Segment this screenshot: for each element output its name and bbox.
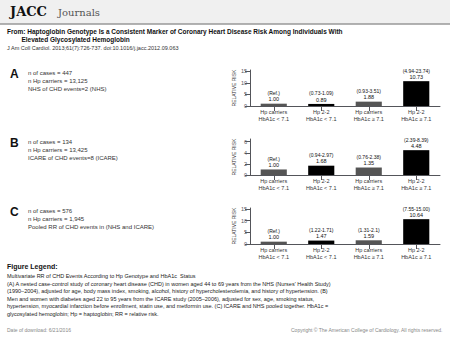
svg-text:Journals: Journals bbox=[57, 7, 100, 18]
svg-text:Hp carriers: Hp carriers bbox=[260, 247, 287, 253]
svg-text:(1990–2004), adjusted for age,: (1990–2004), adjusted for age, body mass… bbox=[7, 288, 328, 294]
svg-text:HbA1c ≥ 7.1: HbA1c ≥ 7.1 bbox=[401, 254, 431, 260]
svg-text:5: 5 bbox=[244, 229, 247, 235]
svg-text:(0.73-1.09): (0.73-1.09) bbox=[309, 90, 334, 96]
svg-text:(0.76-2.38): (0.76-2.38) bbox=[357, 154, 382, 160]
svg-text:10: 10 bbox=[241, 218, 247, 224]
svg-text:J Am Coll Cardiol. 2013;61(7):: J Am Coll Cardiol. 2013;61(7):726-737. d… bbox=[7, 45, 179, 51]
svg-text:RELATIVE RISK: RELATIVE RISK bbox=[231, 69, 237, 107]
svg-text:C: C bbox=[10, 205, 19, 219]
svg-text:HbA1c ≥ 7.1: HbA1c ≥ 7.1 bbox=[354, 254, 384, 260]
svg-text:n of cases = 134: n of cases = 134 bbox=[28, 139, 73, 145]
svg-text:1.00: 1.00 bbox=[268, 234, 279, 240]
svg-text:HbA1c < 7.1: HbA1c < 7.1 bbox=[259, 185, 289, 191]
svg-text:(1.22-1.71): (1.22-1.71) bbox=[309, 227, 334, 233]
svg-text:n of cases = 447: n of cases = 447 bbox=[28, 70, 73, 76]
svg-text:1.47: 1.47 bbox=[316, 233, 327, 239]
svg-text:HbA1c < 7.1: HbA1c < 7.1 bbox=[306, 185, 336, 191]
svg-text:A: A bbox=[10, 67, 19, 81]
svg-text:1.00: 1.00 bbox=[268, 96, 279, 102]
svg-text:10: 10 bbox=[241, 80, 247, 86]
svg-text:10.64: 10.64 bbox=[409, 212, 423, 218]
svg-text:(4.94-23.74): (4.94-23.74) bbox=[403, 68, 431, 74]
svg-text:Hp 2-2: Hp 2-2 bbox=[408, 178, 425, 184]
svg-text:5: 5 bbox=[244, 91, 247, 97]
svg-text:0.89: 0.89 bbox=[316, 97, 327, 103]
svg-text:1.00: 1.00 bbox=[268, 162, 279, 168]
svg-text:Hp carriers: Hp carriers bbox=[355, 247, 382, 253]
svg-text:(2.39-8.39): (2.39-8.39) bbox=[404, 137, 429, 143]
svg-text:RELATIVE RISK: RELATIVE RISK bbox=[231, 207, 237, 245]
svg-text:HbA1c ≥ 7.1: HbA1c ≥ 7.1 bbox=[401, 185, 431, 191]
svg-text:HbA1c < 7.1: HbA1c < 7.1 bbox=[306, 116, 336, 122]
svg-text:Figure Legend:: Figure Legend: bbox=[7, 263, 58, 271]
svg-text:HbA1c < 7.1: HbA1c < 7.1 bbox=[306, 254, 336, 260]
svg-text:Copyright © The American Colle: Copyright © The American College of Card… bbox=[291, 327, 442, 333]
svg-text:1.59: 1.59 bbox=[363, 233, 374, 239]
svg-text:HbA1c ≥ 7.1: HbA1c ≥ 7.1 bbox=[354, 185, 384, 191]
svg-text:RELATIVE RISK: RELATIVE RISK bbox=[231, 138, 237, 176]
svg-text:10.73: 10.73 bbox=[409, 74, 423, 80]
svg-text:HbA1c < 7.1: HbA1c < 7.1 bbox=[259, 254, 289, 260]
svg-text:1.68: 1.68 bbox=[316, 158, 327, 164]
svg-text:Hp carriers: Hp carriers bbox=[355, 109, 382, 115]
svg-text:4: 4 bbox=[244, 150, 247, 156]
svg-text:n Hp carriers = 13,125: n Hp carriers = 13,125 bbox=[28, 78, 88, 84]
svg-text:Hp carriers: Hp carriers bbox=[260, 109, 287, 115]
svg-text:(Ref.): (Ref.) bbox=[268, 90, 281, 96]
svg-text:4.48: 4.48 bbox=[411, 143, 422, 149]
svg-text:B: B bbox=[10, 136, 19, 150]
svg-text:6: 6 bbox=[244, 139, 247, 145]
svg-text:From: Haptoglobin Genotype Is: From: Haptoglobin Genotype Is a Consiste… bbox=[7, 28, 343, 36]
svg-text:glycosylated hemoglobin; Hp =: glycosylated hemoglobin; Hp = haptoglobi… bbox=[7, 311, 159, 317]
svg-text:hypertension, myocardial infar: hypertension, myocardial infarction befo… bbox=[7, 303, 328, 309]
svg-text:(Ref.): (Ref.) bbox=[268, 156, 281, 162]
svg-text:Date of download: 6/21/2016: Date of download: 6/21/2016 bbox=[7, 327, 71, 333]
svg-text:Hp 2-2: Hp 2-2 bbox=[313, 247, 330, 253]
svg-text:(0.93-3.51): (0.93-3.51) bbox=[357, 88, 382, 94]
svg-text:(0.94-2.97): (0.94-2.97) bbox=[309, 152, 334, 158]
svg-text:Hp carriers: Hp carriers bbox=[355, 178, 382, 184]
svg-text:(1.31-2.1): (1.31-2.1) bbox=[358, 227, 380, 233]
svg-text:JACC: JACC bbox=[9, 4, 47, 19]
svg-text:(Ref.): (Ref.) bbox=[268, 228, 281, 234]
svg-text:Elevated Glycosylated Hemoglob: Elevated Glycosylated Hemoglobin bbox=[7, 36, 130, 44]
svg-text:n Hp carriers = 13,425: n Hp carriers = 13,425 bbox=[28, 147, 88, 153]
svg-text:Men and women with diabetes ag: Men and women with diabetes aged 22 to 9… bbox=[7, 296, 315, 302]
svg-text:Pooled RR of CHD events in (NH: Pooled RR of CHD events in (NHS and ICAR… bbox=[28, 224, 154, 230]
svg-text:0: 0 bbox=[244, 172, 247, 178]
svg-text:1.35: 1.35 bbox=[363, 160, 374, 166]
svg-text:HbA1c ≥ 7.1: HbA1c ≥ 7.1 bbox=[354, 116, 384, 122]
svg-text:NHS of CHD events=2 (NHS): NHS of CHD events=2 (NHS) bbox=[28, 86, 107, 92]
svg-text:Hp 2-2: Hp 2-2 bbox=[313, 109, 330, 115]
svg-text:ICARE of CHD events=8 (ICARE): ICARE of CHD events=8 (ICARE) bbox=[28, 155, 118, 161]
svg-text:(7.55-15.00): (7.55-15.00) bbox=[403, 206, 431, 212]
svg-text:HbA1c < 7.1: HbA1c < 7.1 bbox=[259, 116, 289, 122]
svg-text:(A) A nested case-control stud: (A) A nested case-control study of coron… bbox=[7, 281, 331, 287]
svg-text:0: 0 bbox=[244, 241, 247, 247]
svg-text:HbA1c ≥ 7.1: HbA1c ≥ 7.1 bbox=[401, 116, 431, 122]
svg-text:Hp 2-2: Hp 2-2 bbox=[313, 178, 330, 184]
svg-text:Hp 2-2: Hp 2-2 bbox=[408, 247, 425, 253]
svg-text:Multivariate RR of CHD Events: Multivariate RR of CHD Events According … bbox=[7, 273, 196, 279]
svg-text:2: 2 bbox=[244, 161, 247, 167]
svg-text:Hp 2-2: Hp 2-2 bbox=[408, 109, 425, 115]
svg-text:15: 15 bbox=[241, 206, 247, 212]
svg-text:0: 0 bbox=[244, 103, 247, 109]
svg-text:n of cases = 576: n of cases = 576 bbox=[28, 208, 73, 214]
svg-text:15: 15 bbox=[241, 68, 247, 74]
svg-text:Hp carriers: Hp carriers bbox=[260, 178, 287, 184]
svg-text:n Hp carriers = 1,945: n Hp carriers = 1,945 bbox=[28, 216, 85, 222]
svg-text:1.88: 1.88 bbox=[363, 94, 374, 100]
